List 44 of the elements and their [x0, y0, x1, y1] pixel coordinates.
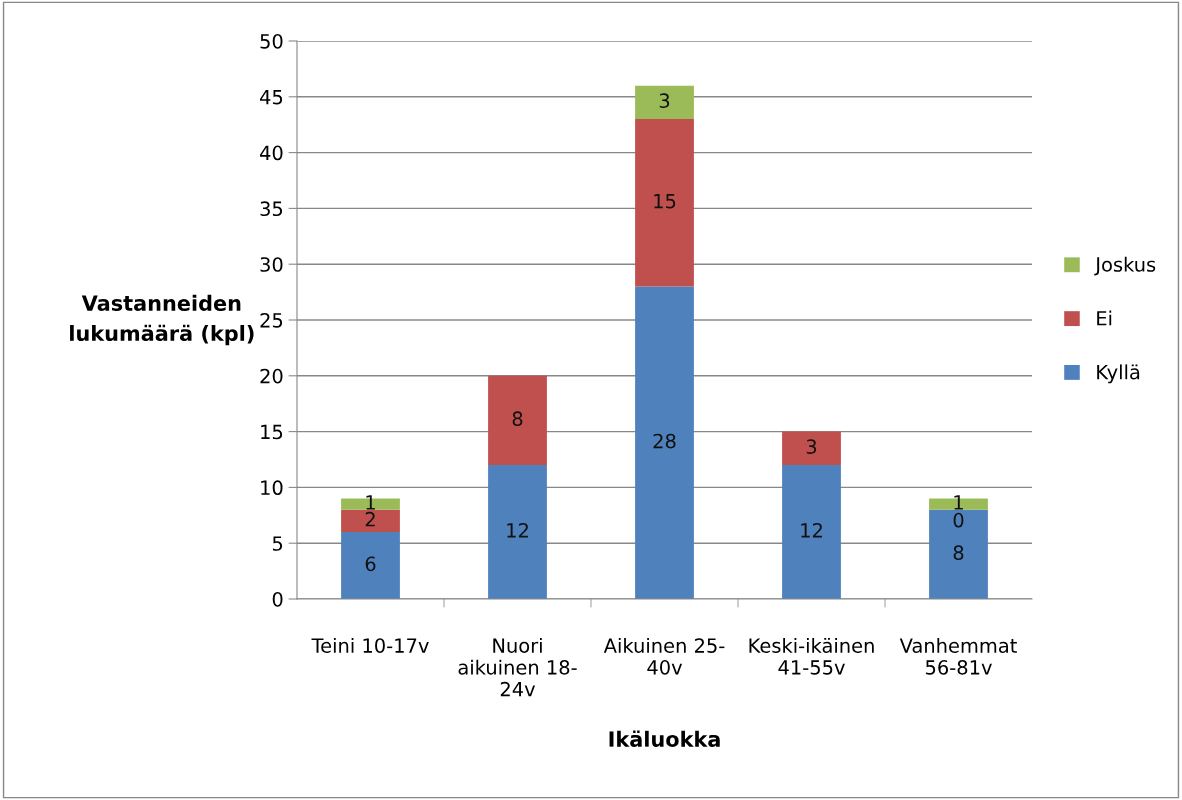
data-label: 6 [365, 556, 376, 572]
y-tick-label: 25 [260, 312, 283, 328]
y-tick-label: 30 [260, 257, 283, 272]
data-label: 8 [953, 545, 964, 560]
data-label: 28 [653, 433, 676, 449]
bar [488, 465, 547, 599]
y-tick-label: 0 [272, 591, 283, 607]
x-tick-label: Teini 10-17v [311, 637, 429, 653]
bar [782, 465, 841, 599]
data-label: 0 [953, 512, 964, 528]
legend-label: Kyllä [1097, 364, 1140, 384]
data-label: 12 [507, 522, 528, 538]
bar [929, 509, 988, 599]
bar [782, 431, 841, 466]
data-label: 12 [801, 522, 822, 538]
x-tick-label: Nuori aikuinen 18- 24v [458, 637, 577, 697]
x-tick-label: Vanhemmat 56-81v [899, 637, 1017, 675]
y-tick-label: 20 [260, 368, 283, 384]
y-axis-title: Vastanneiden lukumäärä (kpl) [70, 294, 254, 346]
bar [635, 119, 694, 287]
data-label: 15 [654, 194, 676, 209]
y-tick-label: 15 [261, 424, 283, 440]
x-axis-title: Ikäluokka [609, 730, 720, 747]
x-tick-label: Keski-ikäinen 41-55v [749, 637, 874, 675]
x-tick-label: Aikuinen 25- 40v [603, 637, 725, 675]
data-label: 1 [954, 495, 963, 510]
data-label: 3 [806, 439, 817, 454]
legend-label: Joskus [1094, 256, 1156, 276]
data-label: 3 [659, 93, 670, 109]
y-tick-label: 40 [260, 145, 283, 161]
bar [635, 286, 694, 599]
y-tick-label: 10 [261, 480, 283, 496]
data-label: 2 [365, 511, 375, 527]
bar [488, 375, 547, 466]
data-label: 8 [512, 411, 523, 427]
bar [341, 509, 400, 533]
y-tick-label: 5 [272, 536, 283, 551]
bar [341, 532, 400, 599]
data-label: 1 [366, 495, 375, 510]
y-tick-label: 50 [260, 33, 283, 49]
y-tick-label: 45 [260, 90, 283, 105]
y-tick-label: 35 [260, 201, 283, 217]
bar [635, 85, 694, 120]
legend-label: Ei [1097, 310, 1112, 326]
